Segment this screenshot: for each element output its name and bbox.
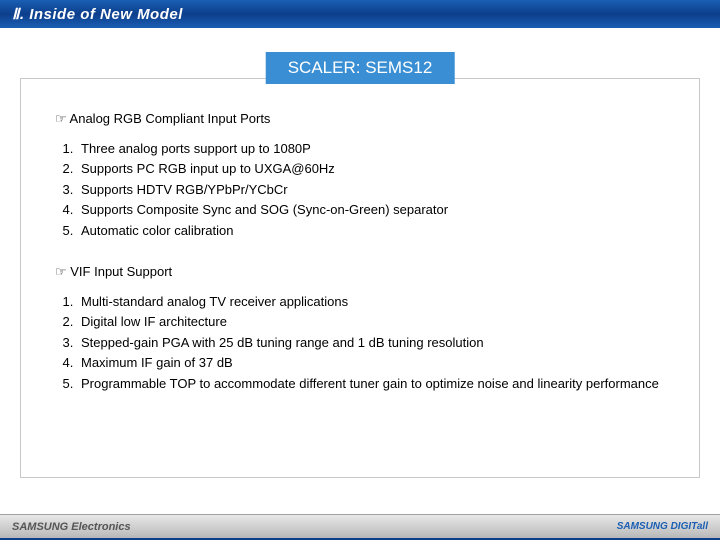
list-item: Digital low IF architecture (77, 312, 671, 332)
list-item: Stepped-gain PGA with 25 dB tuning range… (77, 333, 671, 353)
content-inner: ☞ Analog RGB Compliant Input Ports Three… (21, 79, 699, 425)
list-item: Programmable TOP to accommodate differen… (77, 374, 671, 394)
content-frame: ☞ Analog RGB Compliant Input Ports Three… (20, 78, 700, 478)
scaler-badge: SCALER: SEMS12 (266, 52, 455, 84)
section1-list: Three analog ports support up to 1080P S… (49, 139, 671, 241)
list-item: Maximum IF gain of 37 dB (77, 353, 671, 373)
list-item: Multi-standard analog TV receiver applic… (77, 292, 671, 312)
section1-heading: ☞ Analog RGB Compliant Input Ports (55, 109, 671, 129)
header-title: Ⅱ. Inside of New Model (12, 5, 183, 23)
list-item: Supports PC RGB input up to UXGA@60Hz (77, 159, 671, 179)
list-item: Automatic color calibration (77, 221, 671, 241)
list-item: Supports Composite Sync and SOG (Sync-on… (77, 200, 671, 220)
footer-bar: SAMSUNG Electronics SAMSUNG DIGITall (0, 514, 720, 540)
list-item: Supports HDTV RGB/YPbPr/YCbCr (77, 180, 671, 200)
section2-list: Multi-standard analog TV receiver applic… (49, 292, 671, 394)
footer-brand-right: SAMSUNG DIGITall (617, 521, 708, 532)
list-item: Three analog ports support up to 1080P (77, 139, 671, 159)
header-bar: Ⅱ. Inside of New Model (0, 0, 720, 28)
section2-heading: ☞ VIF Input Support (55, 262, 671, 282)
footer-brand-left: SAMSUNG Electronics (12, 521, 131, 533)
